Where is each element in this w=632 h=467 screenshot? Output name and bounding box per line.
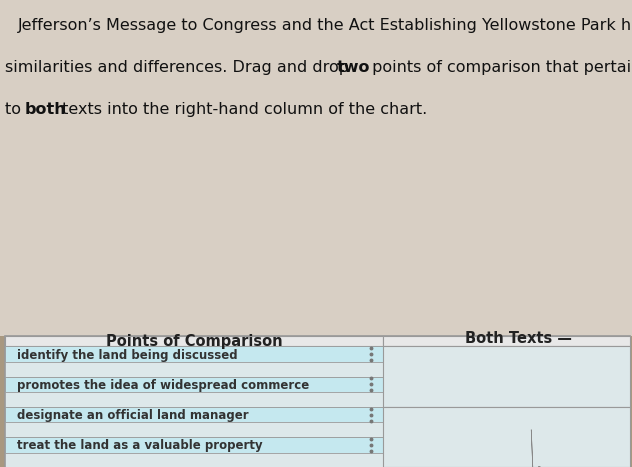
Text: identify the land being discussed: identify the land being discussed [17,348,238,361]
FancyBboxPatch shape [5,336,383,347]
Text: two: two [337,60,370,75]
Text: similarities and differences. Drag and drop: similarities and differences. Drag and d… [5,60,354,75]
Text: Both Texts —: Both Texts — [466,331,573,346]
FancyBboxPatch shape [5,376,383,392]
FancyBboxPatch shape [5,347,383,362]
FancyBboxPatch shape [383,347,630,407]
Text: Points of Comparison: Points of Comparison [106,333,283,349]
FancyBboxPatch shape [5,422,383,437]
Text: treat the land as a valuable property: treat the land as a valuable property [17,439,263,452]
Text: points of comparison that pertain: points of comparison that pertain [367,60,632,75]
FancyBboxPatch shape [383,407,630,467]
Text: promotes the idea of widespread commerce: promotes the idea of widespread commerce [17,379,309,392]
FancyBboxPatch shape [5,392,383,407]
Text: both: both [25,102,66,117]
FancyBboxPatch shape [5,437,383,453]
Text: designate an official land manager: designate an official land manager [17,409,248,422]
FancyBboxPatch shape [0,0,632,336]
Polygon shape [532,430,546,467]
Text: texts into the right-hand column of the chart.: texts into the right-hand column of the … [58,102,428,117]
FancyBboxPatch shape [5,453,383,467]
FancyBboxPatch shape [383,336,630,347]
Text: Jefferson’s Message to Congress and the Act Establishing Yellowstone Park have: Jefferson’s Message to Congress and the … [18,18,632,33]
FancyBboxPatch shape [5,336,630,467]
FancyBboxPatch shape [5,407,383,422]
Text: to: to [5,102,26,117]
FancyBboxPatch shape [5,362,383,376]
